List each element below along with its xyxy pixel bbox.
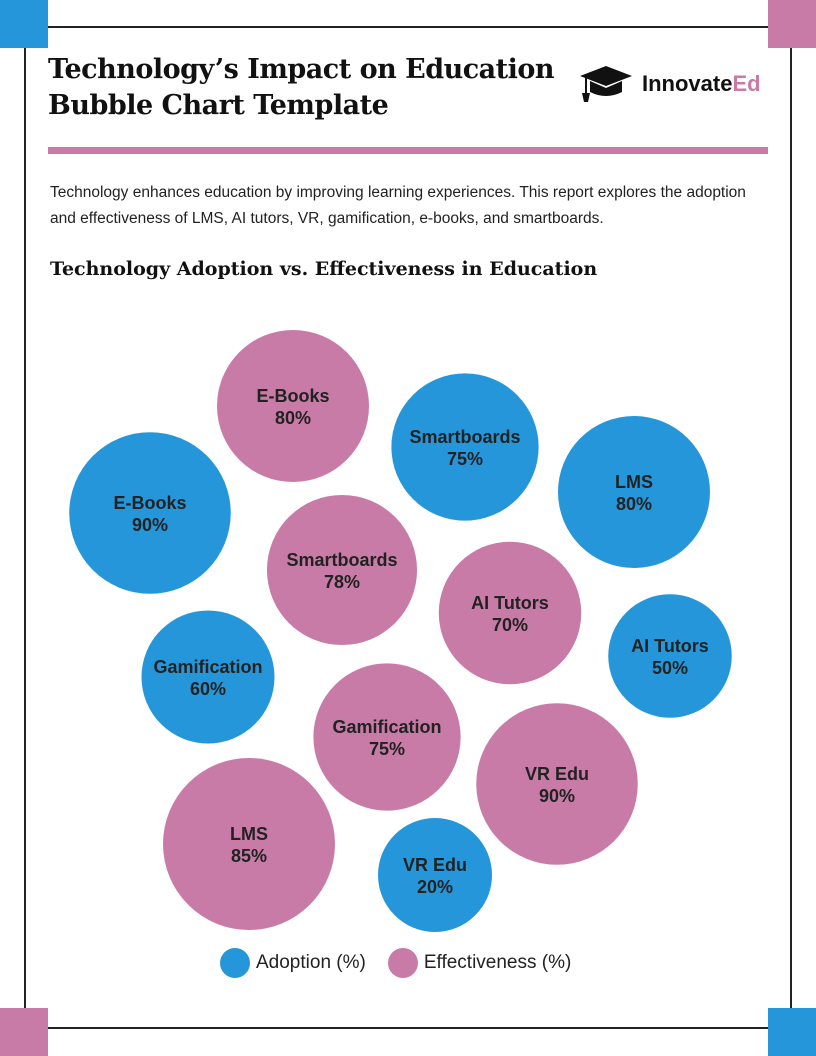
title-line-2: Bubble Chart Template	[48, 90, 389, 121]
frame-left-line	[24, 48, 26, 1008]
bubble-label: Smartboards	[409, 427, 520, 447]
chart-legend: Adoption (%) Effectiveness (%)	[220, 948, 593, 978]
bubble-value-label: 80%	[275, 408, 311, 428]
title-line-1: Technology’s Impact on Education	[48, 54, 555, 85]
logo-text-accent: Ed	[732, 71, 761, 96]
bubble-value-label: 90%	[539, 786, 575, 806]
frame-right-line	[790, 48, 792, 1008]
logo: InnovateEd	[578, 64, 761, 104]
frame-top-line	[48, 26, 768, 28]
bubble-value-label: 75%	[447, 449, 483, 469]
corner-decoration-bottom-right	[768, 1008, 816, 1056]
bubble-value-label: 80%	[616, 494, 652, 514]
bubble-circle	[141, 610, 275, 744]
bubble-circle	[378, 818, 492, 932]
bubble-label: LMS	[230, 824, 268, 844]
bubble-circle	[558, 416, 710, 568]
logo-text: InnovateEd	[642, 71, 761, 97]
chart-title: Technology Adoption vs. Effectiveness in…	[50, 258, 598, 280]
bubble-circle	[217, 330, 369, 482]
bubble-circle	[608, 594, 732, 718]
corner-decoration-top-right	[768, 0, 816, 48]
legend-label-effectiveness: Effectiveness (%)	[423, 952, 572, 973]
bubble-value-label: 75%	[369, 739, 405, 759]
bubble-circle	[163, 758, 335, 930]
logo-text-main: Innovate	[642, 71, 733, 96]
bubble-label: Gamification	[332, 717, 441, 737]
legend-item-adoption: Adoption (%)	[220, 948, 366, 978]
bubble-label: Smartboards	[286, 550, 397, 570]
bubble-value-label: 85%	[231, 846, 267, 866]
bubble-circle	[69, 432, 231, 594]
bubble-circle	[313, 663, 461, 811]
bubble-label: VR Edu	[403, 855, 467, 875]
legend-swatch-effectiveness	[387, 948, 418, 978]
bubble-chart: E-Books90%Smartboards75%LMS80%Gamificati…	[69, 330, 732, 932]
legend-item-effectiveness: Effectiveness (%)	[387, 948, 572, 978]
graduation-cap-icon	[580, 66, 632, 102]
bubble-value-label: 20%	[417, 877, 453, 897]
bubble-value-label: 70%	[492, 615, 528, 635]
page-title: Technology’s Impact on Education Bubble …	[48, 52, 555, 124]
bubble-circle	[476, 703, 638, 865]
bubble-label: E-Books	[113, 493, 186, 513]
bubble-circle	[438, 541, 582, 685]
bubble-value-label: 50%	[652, 658, 688, 678]
accent-divider	[48, 147, 768, 154]
frame-bottom-line	[48, 1027, 768, 1029]
bubble-label: AI Tutors	[631, 636, 709, 656]
bubble-value-label: 78%	[324, 572, 360, 592]
bubble-value-label: 90%	[132, 515, 168, 535]
legend-swatch-adoption	[220, 948, 250, 978]
bubble-label: AI Tutors	[471, 593, 549, 613]
corner-decoration-bottom-left	[0, 1008, 48, 1056]
bubble-value-label: 60%	[190, 679, 226, 699]
bubble-label: VR Edu	[525, 764, 589, 784]
corner-decoration-top-left	[0, 0, 48, 48]
bubble-label: LMS	[615, 472, 653, 492]
bubble-circle	[391, 373, 539, 521]
intro-paragraph: Technology enhances education by improvi…	[50, 184, 746, 227]
legend-label-adoption: Adoption (%)	[256, 952, 366, 973]
bubble-circle	[266, 494, 418, 646]
bubble-label: E-Books	[256, 386, 329, 406]
bubble-label: Gamification	[153, 657, 262, 677]
